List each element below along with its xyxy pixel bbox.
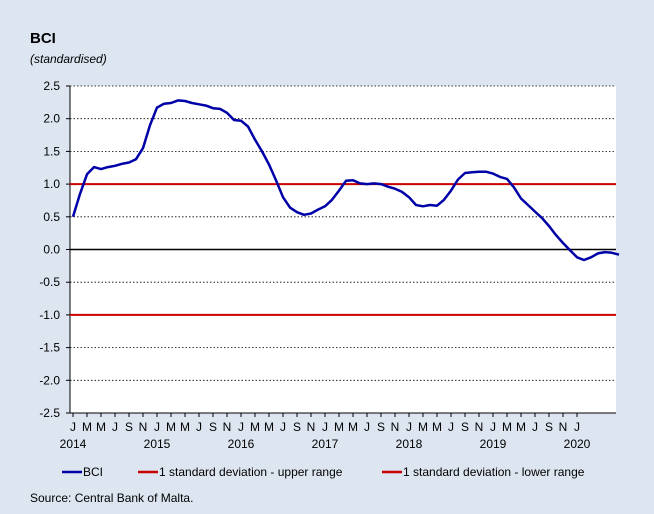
legend-lower-label: 1 standard deviation - lower range [403, 465, 585, 479]
legend-bci-label: BCI [83, 465, 103, 479]
x-year-label: 2016 [228, 437, 255, 451]
x-tick-label: M [250, 420, 260, 434]
x-tick-label: N [223, 420, 232, 434]
x-tick-label: J [238, 420, 244, 434]
x-tick-label: J [112, 420, 118, 434]
x-year-label: 2018 [396, 437, 423, 451]
y-tick-label: -1.0 [39, 308, 60, 322]
x-tick-label: S [209, 420, 217, 434]
x-tick-label: J [364, 420, 370, 434]
x-tick-label: J [406, 420, 412, 434]
x-tick-label: J [322, 420, 328, 434]
x-tick-label: M [334, 420, 344, 434]
x-tick-label: M [96, 420, 106, 434]
x-tick-label: M [432, 420, 442, 434]
bci-line [71, 99, 620, 262]
x-tick-label: J [490, 420, 496, 434]
x-year-label: 2017 [312, 437, 339, 451]
x-tick-label: S [125, 420, 133, 434]
chart-subtitle: (standardised) [30, 52, 107, 66]
x-tick-label: M [82, 420, 92, 434]
y-axis: 2.5 2.0 1.5 1.0 0.5 0.0 -0.5 -1.0 -1.5 -2.0 -2.5 [39, 79, 71, 420]
x-tick-label: N [391, 420, 400, 434]
x-tick-label: M [418, 420, 428, 434]
chart-title: BCI [30, 30, 56, 47]
x-tick-label: N [559, 420, 568, 434]
x-tick-label: M [264, 420, 274, 434]
x-tick-label: J [196, 420, 202, 434]
y-tick-label: -2.5 [39, 406, 60, 420]
legend-upper-label: 1 standard deviation - upper range [159, 465, 343, 479]
x-axis: J M M J S N J M M J S N J M M J S N J M M J S N J M M J S N J M M J S N J201… [60, 412, 616, 451]
x-tick-label: S [377, 420, 385, 434]
y-tick-label: 2.0 [43, 112, 60, 126]
x-tick-label: M [516, 420, 526, 434]
x-tick-label: M [180, 420, 190, 434]
x-year-label: 2019 [480, 437, 507, 451]
x-tick-label: S [293, 420, 301, 434]
x-tick-label: J [280, 420, 286, 434]
y-tick-label: 2.5 [43, 79, 60, 93]
x-tick-label: S [461, 420, 469, 434]
y-tick-label: 0.5 [43, 210, 60, 224]
legend: BCI 1 standard deviation - upper range 1 s… [62, 465, 585, 479]
x-tick-label: N [475, 420, 484, 434]
x-tick-label: S [545, 420, 553, 434]
x-tick-label: J [70, 420, 76, 434]
x-tick-label: J [448, 420, 454, 434]
series-lines [71, 99, 620, 262]
x-tick-label: J [574, 420, 580, 434]
x-tick-label: M [502, 420, 512, 434]
x-tick-label: M [166, 420, 176, 434]
x-tick-label: M [348, 420, 358, 434]
x-tick-label: N [139, 420, 148, 434]
y-tick-label: 0.0 [43, 243, 60, 257]
x-tick-label: J [154, 420, 160, 434]
x-year-label: 2020 [564, 437, 591, 451]
y-tick-label: -0.5 [39, 275, 60, 289]
y-tick-label: -1.5 [39, 341, 60, 355]
x-tick-label: J [532, 420, 538, 434]
y-tick-label: -2.0 [39, 373, 60, 387]
y-tick-label: 1.0 [43, 177, 60, 191]
source-note: Source: Central Bank of Malta. [30, 491, 194, 505]
y-tick-label: 1.5 [43, 144, 60, 158]
x-year-label: 2014 [60, 437, 87, 451]
x-tick-label: N [307, 420, 316, 434]
x-year-label: 2015 [144, 437, 171, 451]
